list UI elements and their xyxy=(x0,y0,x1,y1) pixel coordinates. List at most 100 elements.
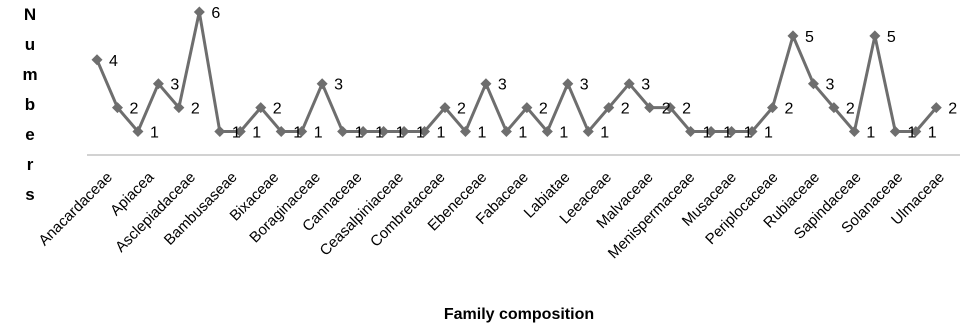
data-label: 2 xyxy=(682,101,691,118)
data-point xyxy=(828,102,840,114)
data-point xyxy=(255,102,267,114)
data-label: 2 xyxy=(948,101,957,118)
data-label: 1 xyxy=(477,125,486,142)
data-label: 1 xyxy=(293,125,302,142)
data-point xyxy=(869,30,881,42)
data-point xyxy=(480,78,492,90)
data-label: 1 xyxy=(703,125,712,142)
data-label: 1 xyxy=(744,125,753,142)
data-point xyxy=(930,102,942,114)
data-point xyxy=(664,102,676,114)
data-label: 3 xyxy=(334,77,343,94)
data-label: 5 xyxy=(805,29,814,46)
data-point xyxy=(316,78,328,90)
data-point xyxy=(459,126,471,137)
data-label: 1 xyxy=(928,125,937,142)
data-label: 6 xyxy=(211,5,220,22)
y-axis-label-letter: s xyxy=(25,185,34,204)
y-axis-label-letter: e xyxy=(25,125,34,144)
data-label: 5 xyxy=(887,29,896,46)
data-label: 2 xyxy=(785,101,794,118)
y-axis-label-letter: m xyxy=(22,65,37,84)
data-label: 1 xyxy=(416,125,425,142)
data-point xyxy=(726,126,738,137)
data-point xyxy=(603,102,615,114)
data-label: 3 xyxy=(498,77,507,94)
data-point xyxy=(111,102,123,114)
data-label: 1 xyxy=(150,125,159,142)
data-label: 1 xyxy=(723,125,732,142)
x-axis-label: Family composition xyxy=(444,306,594,323)
data-label: 1 xyxy=(314,125,323,142)
data-label: 1 xyxy=(396,125,405,142)
data-label: 3 xyxy=(170,77,179,94)
y-axis-label-letter: r xyxy=(27,155,34,174)
data-label: 2 xyxy=(846,101,855,118)
data-point xyxy=(357,126,369,137)
data-label: 1 xyxy=(437,125,446,142)
data-label: 2 xyxy=(457,101,466,118)
data-label: 1 xyxy=(232,125,241,142)
data-point xyxy=(767,102,779,114)
data-label: 3 xyxy=(641,77,650,94)
data-label: 1 xyxy=(559,125,568,142)
data-label: 2 xyxy=(539,101,548,118)
data-point xyxy=(132,126,144,137)
data-point xyxy=(398,126,410,137)
data-point xyxy=(685,126,697,137)
data-point xyxy=(910,126,922,137)
data-point xyxy=(787,30,799,42)
x-tick-label: Anacardaceae xyxy=(35,169,115,249)
data-point xyxy=(746,126,758,137)
data-label: 1 xyxy=(907,125,916,142)
data-point xyxy=(439,102,451,114)
data-label: 1 xyxy=(764,125,773,142)
data-label: 1 xyxy=(355,125,364,142)
data-label: 1 xyxy=(600,125,609,142)
x-tick-labels: AnacardaceaeApiaceaAsclepiadaceaeBambusa… xyxy=(35,168,947,262)
data-markers xyxy=(91,6,942,137)
data-point xyxy=(91,54,103,66)
data-label: 1 xyxy=(866,125,875,142)
data-point xyxy=(173,102,185,114)
data-point xyxy=(562,78,574,90)
data-point xyxy=(275,126,287,137)
data-label: 2 xyxy=(129,101,138,118)
data-point xyxy=(623,78,635,90)
data-point xyxy=(644,102,656,114)
data-point xyxy=(521,102,533,114)
y-axis-label-letter: N xyxy=(24,5,36,24)
data-point xyxy=(337,126,349,137)
data-point xyxy=(848,126,860,137)
data-label: 3 xyxy=(580,77,589,94)
data-label: 1 xyxy=(375,125,384,142)
data-point xyxy=(500,126,512,137)
data-point xyxy=(541,126,553,137)
y-axis-label-letter: b xyxy=(25,95,35,114)
data-label: 3 xyxy=(825,77,834,94)
data-point xyxy=(807,78,819,90)
data-label: 4 xyxy=(109,53,118,70)
x-tick-label: Periplocaceae xyxy=(702,169,781,248)
data-point xyxy=(214,126,226,137)
data-label: 2 xyxy=(273,101,282,118)
data-label: 2 xyxy=(662,101,671,118)
data-point xyxy=(193,6,205,18)
data-point xyxy=(582,126,594,137)
x-tick-label: Bambusaseae xyxy=(161,169,241,249)
data-label: 2 xyxy=(191,101,200,118)
data-point xyxy=(419,126,431,137)
data-point xyxy=(378,126,390,137)
data-point xyxy=(705,126,717,137)
data-point xyxy=(296,126,308,137)
data-label: 1 xyxy=(252,125,261,142)
data-point xyxy=(152,78,164,90)
data-point xyxy=(889,126,901,137)
data-label: 1 xyxy=(518,125,527,142)
y-axis-label-letter: u xyxy=(25,35,35,54)
data-label: 2 xyxy=(621,101,630,118)
data-point xyxy=(234,126,246,137)
